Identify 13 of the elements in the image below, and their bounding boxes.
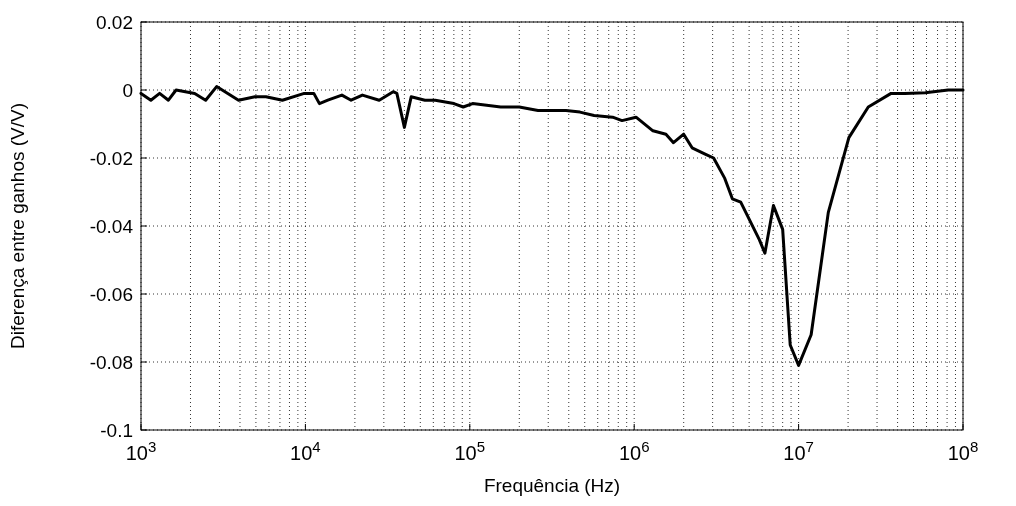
y-tick-label: -0.08 bbox=[89, 351, 133, 373]
y-axis-title: Diferença entre ganhos (V/V) bbox=[7, 102, 28, 350]
x-tick-label: 10$^{4}$ bbox=[290, 437, 321, 464]
y-tick-label: -0.02 bbox=[89, 147, 133, 169]
x-tick-label: 10$^{5}$ bbox=[454, 437, 486, 464]
x-tick-label: 10$^{8}$ bbox=[947, 437, 979, 464]
y-tick-label: -0.04 bbox=[89, 215, 134, 237]
x-tick-label: 10$^{7}$ bbox=[783, 437, 814, 464]
y-tick-label: 0 bbox=[122, 79, 133, 101]
x-tick-label: 10$^{6}$ bbox=[618, 437, 650, 464]
x-axis-title: Frequência (Hz) bbox=[483, 475, 621, 496]
y-tick-label: 0.02 bbox=[96, 11, 133, 33]
y-tick-label: -0.06 bbox=[89, 283, 133, 305]
